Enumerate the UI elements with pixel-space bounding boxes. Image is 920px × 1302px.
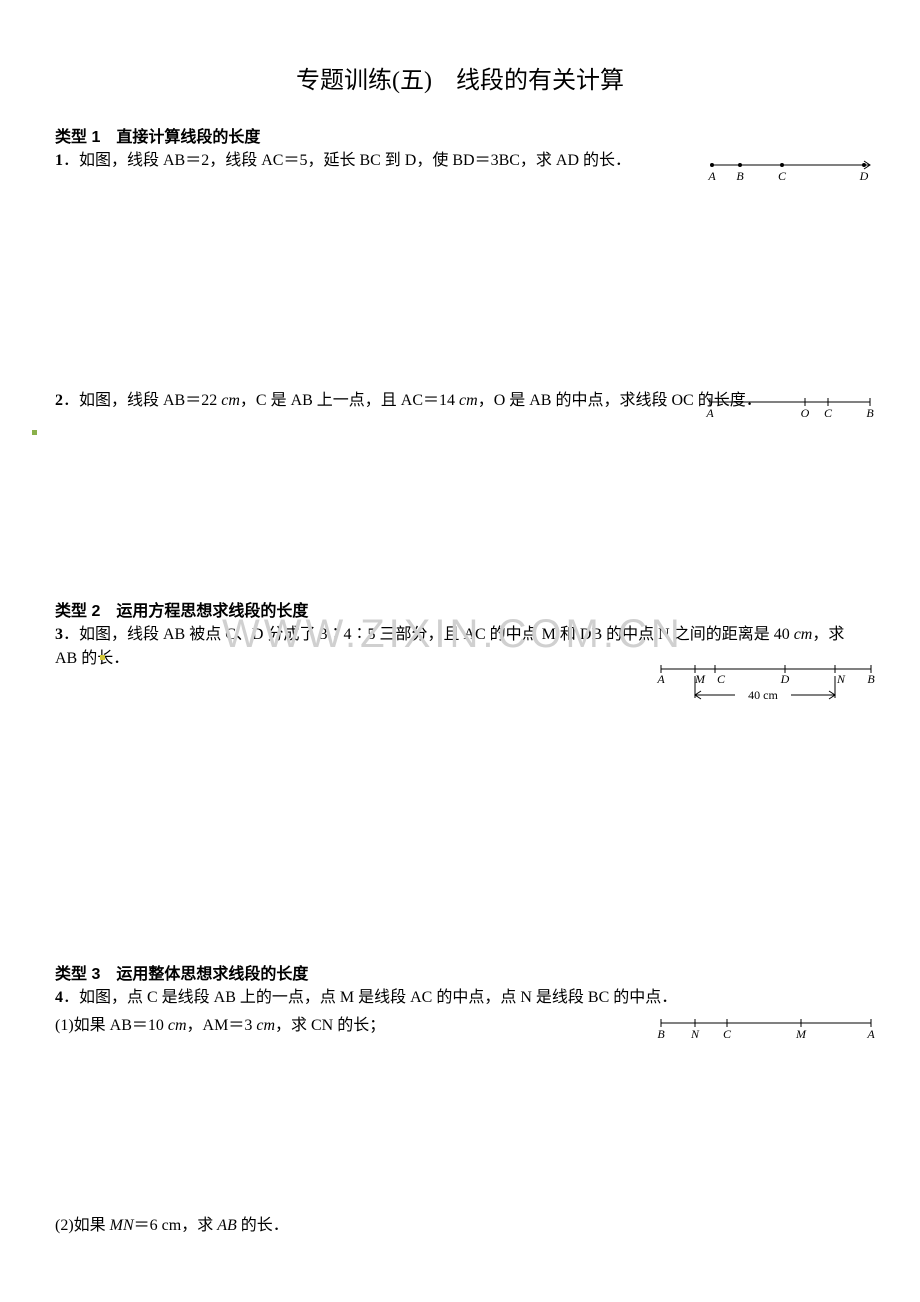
problem-4-text: ．如图，点 C 是线段 AB 上的一点，点 M 是线段 AC 的中点，点 N 是…	[63, 989, 677, 1006]
d2-label-C: C	[824, 406, 833, 420]
d4-label-M: M	[795, 1027, 807, 1041]
problem-4-sub1-a: (1)如果 AB＝10	[55, 1017, 168, 1034]
d4-label-C: C	[723, 1027, 732, 1041]
problem-4-cm2: cm	[256, 1017, 275, 1034]
problem-4-cm1: cm	[168, 1017, 187, 1034]
d1-label-A: A	[707, 169, 716, 183]
artifact-dot	[32, 430, 37, 435]
d1-label-D: D	[859, 169, 869, 183]
d1-label-B: B	[736, 169, 744, 183]
problem-1-text: ．如图，线段 AB＝2，线段 AC＝5，延长 BC 到 D，使 BD＝3BC，求…	[63, 152, 631, 169]
decoration-dot	[100, 655, 105, 660]
problem-4-ab: AB	[217, 1217, 237, 1234]
section-3-heading: 类型 3 运用整体思想求线段的长度	[55, 960, 865, 984]
d3-label-A: A	[656, 672, 665, 686]
problem-4-sub2-a: (2)如果	[55, 1217, 110, 1234]
problem-3-num: 3	[55, 626, 63, 643]
d3-label-B: B	[867, 672, 875, 686]
d4-label-B: B	[657, 1027, 665, 1041]
problem-4-sub2: (2)如果 MN＝6 cm，求 AB 的长．	[55, 1214, 865, 1238]
d3-label-M: M	[694, 672, 706, 686]
problem-4-sub1-c: ，求 CN 的长；	[275, 1017, 385, 1034]
d3-label-C: C	[717, 672, 726, 686]
diagram-1: A B C D	[700, 158, 880, 183]
problem-2-cm2: cm	[459, 392, 478, 409]
problem-4-num: 4	[55, 989, 63, 1006]
d2-label-B: B	[866, 406, 874, 420]
problem-4-mn: MN	[110, 1217, 134, 1234]
d3-label-N: N	[836, 672, 846, 686]
problem-3-text-a: ．如图，线段 AB 被点 C、D 分成了 3∶4∶5 三部分，且 AC 的中点 …	[63, 626, 794, 643]
problem-4: 4．如图，点 C 是线段 AB 上的一点，点 M 是线段 AC 的中点，点 N …	[55, 986, 865, 1010]
d4-label-A: A	[866, 1027, 875, 1041]
problem-2-text-a: ．如图，线段 AB＝22	[63, 392, 221, 409]
diagram-4: B N C M A	[655, 1016, 880, 1041]
problem-4-sub1-b: ，AM＝3	[187, 1017, 257, 1034]
d4-label-N: N	[690, 1027, 700, 1041]
problem-2-cm1: cm	[221, 392, 240, 409]
d1-label-C: C	[778, 169, 787, 183]
document-page: 专题训练(五) 线段的有关计算 类型 1 直接计算线段的长度 1．如图，线段 A…	[0, 0, 920, 1238]
d2-label-O: O	[801, 406, 810, 420]
problem-3-cm: cm	[794, 626, 813, 643]
problem-1-num: 1	[55, 152, 63, 169]
d2-label-A: A	[705, 406, 714, 420]
section-2-heading: 类型 2 运用方程思想求线段的长度	[55, 597, 865, 621]
diagram-2: A O C B	[700, 395, 880, 420]
d3-label-D: D	[780, 672, 790, 686]
diagram-3: A M C D N B 40 cm	[655, 662, 880, 707]
section-1-heading: 类型 1 直接计算线段的长度	[55, 123, 865, 147]
problem-4-sub2-b: ＝6 cm，求	[134, 1217, 218, 1234]
problem-2-text-b: ，C 是 AB 上一点，且 AC＝14	[240, 392, 459, 409]
page-title: 专题训练(五) 线段的有关计算	[55, 60, 865, 95]
problem-2-num: 2	[55, 392, 63, 409]
d3-dim: 40 cm	[748, 688, 778, 702]
problem-4-sub2-c: 的长．	[237, 1217, 289, 1234]
